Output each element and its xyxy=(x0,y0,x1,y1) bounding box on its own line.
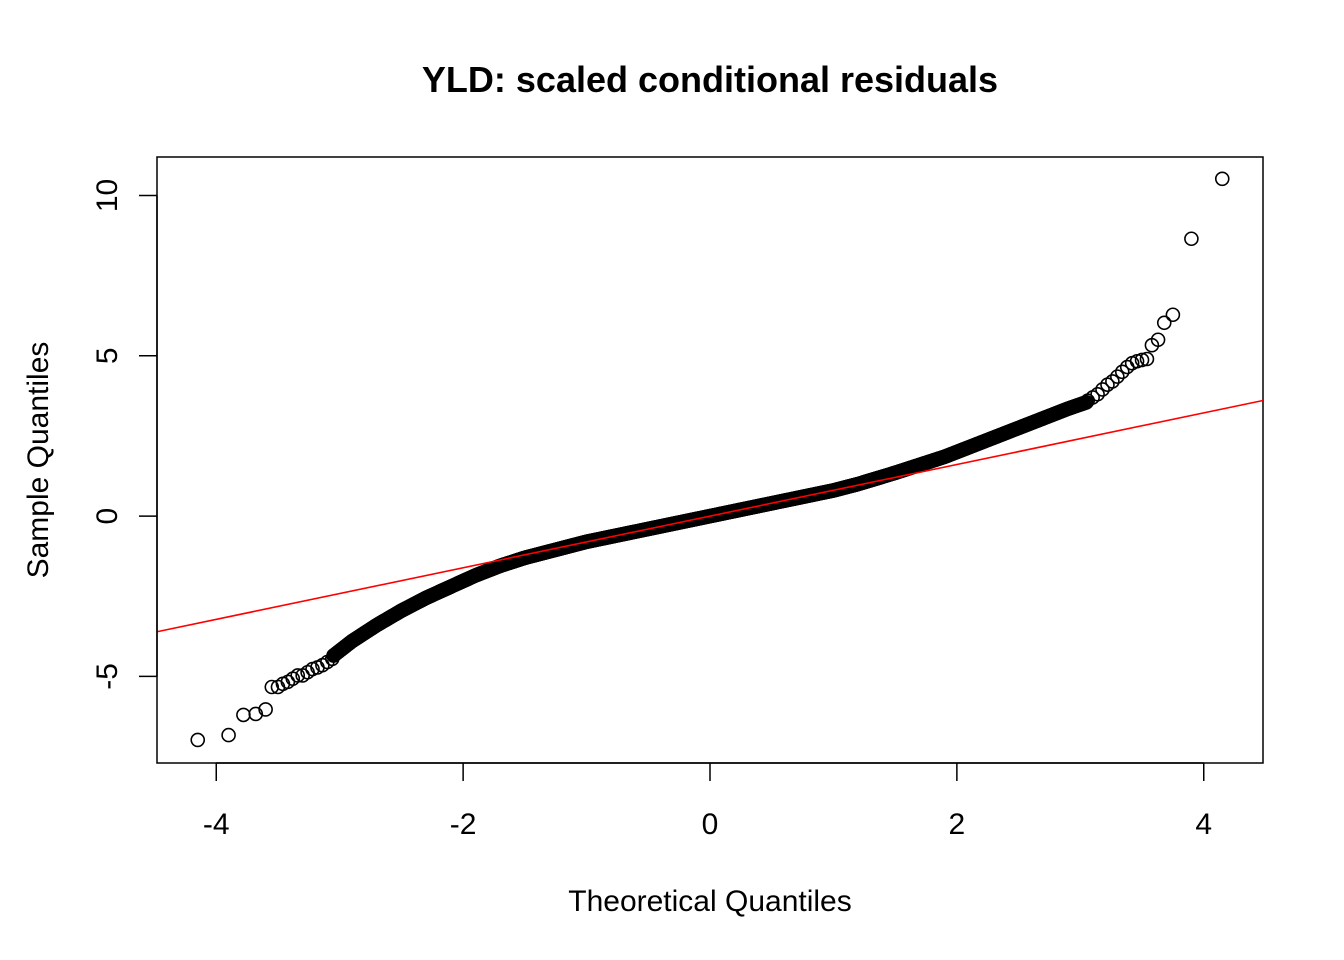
y-tick-label: 10 xyxy=(91,179,124,212)
data-point xyxy=(1114,364,1130,380)
data-point xyxy=(324,651,340,667)
data-point xyxy=(264,679,280,695)
qq-reference-line xyxy=(156,399,1264,633)
x-tick-label: 0 xyxy=(702,808,719,841)
y-tick-label: 0 xyxy=(91,508,124,525)
data-point xyxy=(1139,351,1155,367)
x-tick-label: -2 xyxy=(450,808,477,841)
data-point xyxy=(221,727,236,743)
data-point xyxy=(190,732,206,748)
chart-title: YLD: scaled conditional residuals xyxy=(422,59,998,100)
data-point xyxy=(1156,315,1172,331)
x-tick-label: 4 xyxy=(1195,808,1212,841)
y-axis-label: Sample Quantiles xyxy=(22,342,55,579)
data-layer xyxy=(156,171,1264,748)
y-tick-label: -5 xyxy=(91,663,124,690)
data-point xyxy=(290,668,306,683)
data-point xyxy=(1090,386,1105,402)
data-point xyxy=(1214,171,1230,187)
data-point xyxy=(248,706,264,722)
data-point xyxy=(1150,332,1166,348)
data-point xyxy=(1184,231,1199,247)
data-point xyxy=(1105,374,1120,389)
data-point xyxy=(1165,307,1181,323)
data-point xyxy=(258,702,273,717)
data-point xyxy=(1095,382,1110,397)
x-axis-label: Theoretical Quantiles xyxy=(568,885,851,918)
axis-layer: -4 -2 0 2 4 -5 0 5 10 xyxy=(91,179,1212,841)
x-tick-label: -4 xyxy=(203,808,230,841)
data-point xyxy=(1110,369,1125,384)
x-tick-label: 2 xyxy=(949,808,966,841)
data-point xyxy=(1134,352,1150,368)
y-tick-label: 5 xyxy=(91,347,124,364)
